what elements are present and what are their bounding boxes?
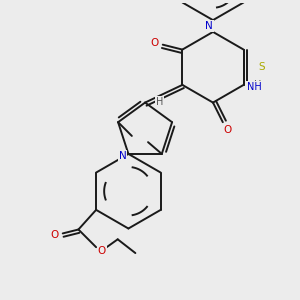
Text: O: O — [151, 38, 159, 48]
Text: O: O — [98, 246, 106, 256]
Text: O: O — [51, 230, 59, 240]
Text: N: N — [205, 21, 213, 31]
Text: H: H — [156, 97, 164, 106]
Text: S: S — [258, 62, 265, 72]
Text: N: N — [118, 151, 126, 161]
Text: H: H — [254, 80, 261, 90]
Text: O: O — [224, 125, 232, 135]
Text: NH: NH — [247, 82, 261, 92]
